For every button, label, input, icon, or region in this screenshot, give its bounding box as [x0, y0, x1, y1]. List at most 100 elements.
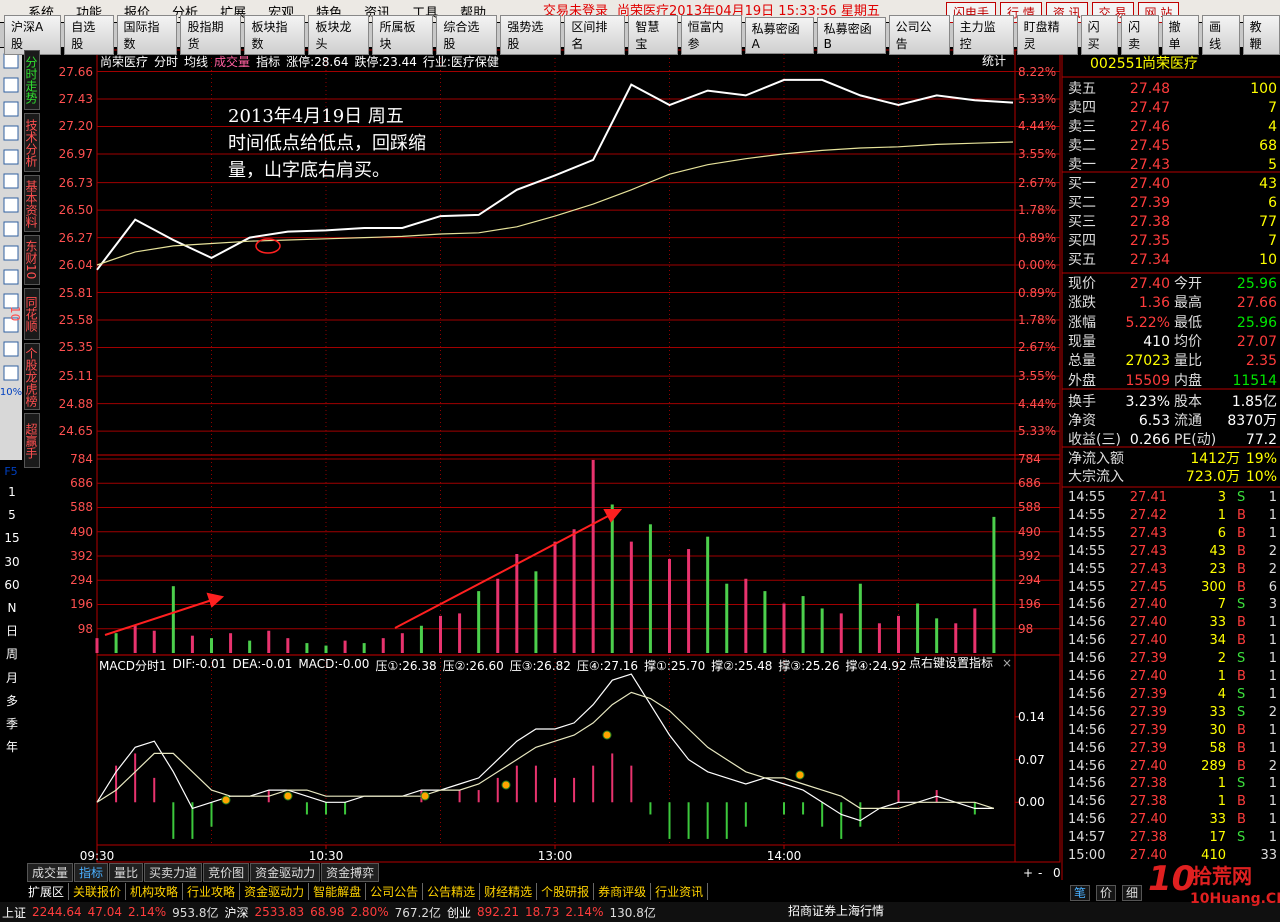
indicator-tab[interactable]: 资金搏弈 — [321, 863, 380, 882]
pct-tick-label: 8.22% — [1018, 64, 1057, 79]
side-icon[interactable]: F5 — [4, 465, 18, 478]
info-tab[interactable]: 行业资讯 — [651, 882, 709, 900]
toolbar-button[interactable]: 国际指数 — [116, 15, 178, 55]
info-tab[interactable]: 公司公告 — [366, 882, 424, 900]
toolbar-button[interactable]: 私募密函B — [816, 16, 886, 54]
toolbar-button[interactable]: 综合选股 — [436, 15, 498, 55]
book-price: 27.46 — [1129, 119, 1170, 135]
period-button[interactable]: 月 — [5, 670, 19, 685]
detail-tab[interactable]: 细 — [1122, 885, 1143, 901]
toolbar-button[interactable]: 区间排名 — [564, 15, 626, 55]
stat-button[interactable]: 统计 — [981, 54, 1006, 68]
macd-bar — [515, 765, 518, 803]
toolbar-button[interactable]: 恒富内参 — [680, 15, 742, 55]
pct-tick-label: 4.44% — [1018, 396, 1057, 411]
toolbar-button[interactable]: 撤单 — [1161, 15, 1200, 55]
macd-bar — [573, 777, 576, 803]
toolbar-button[interactable]: 闪买 — [1080, 15, 1119, 55]
period-button[interactable]: 多 — [5, 693, 19, 708]
trade-price: 27.38 — [1129, 794, 1167, 810]
close-button[interactable]: × — [1002, 656, 1013, 670]
info-tab[interactable]: 资金驱动力 — [240, 882, 310, 900]
toolbar-button[interactable]: 所属板块 — [372, 15, 434, 55]
trade-price: 27.38 — [1129, 776, 1167, 792]
volume-tick-label: 588 — [1018, 500, 1041, 515]
side-tab[interactable]: 超赢手 — [24, 413, 40, 468]
toolbar-button[interactable]: 盯盘精灵 — [1016, 15, 1078, 55]
toolbar-button[interactable]: 板块龙头 — [308, 15, 370, 55]
info-tab[interactable]: 机构攻略 — [126, 882, 184, 900]
macd-value: 撑①:25.70 — [644, 659, 706, 673]
toolbar-button[interactable]: 股指期货 — [180, 15, 242, 55]
watermark: 10 — [1148, 859, 1196, 899]
side-icon[interactable]: 10% — [0, 387, 23, 398]
trade-time: 14:56 — [1068, 794, 1106, 810]
volume-bar — [572, 529, 576, 653]
period-button[interactable]: 5 — [8, 508, 16, 523]
toolbar-button[interactable]: 强势选股 — [500, 15, 562, 55]
trade-volume: 410 — [1201, 848, 1226, 863]
indicator-tab[interactable]: 成交量 — [27, 863, 74, 882]
indicator-tab[interactable]: 量比 — [109, 863, 144, 882]
macd-bar — [554, 777, 556, 803]
info-tab[interactable]: 个股研报 — [537, 882, 595, 900]
side-tab[interactable]: 分时走势 — [24, 50, 40, 110]
period-button[interactable]: 日 — [5, 624, 19, 639]
period-button[interactable]: 年 — [5, 740, 19, 755]
info-tab[interactable]: 扩展区 — [24, 882, 70, 900]
pct-tick-label: 0.89% — [1018, 285, 1057, 300]
toolbar-button[interactable]: 自选股 — [64, 15, 114, 55]
period-button[interactable]: 60 — [4, 577, 20, 592]
side-tab[interactable]: 东财10 — [24, 235, 40, 285]
watermark: 拾荒网 — [1192, 864, 1252, 888]
indicator-tab[interactable]: 竞价图 — [203, 863, 250, 882]
toolbar-button[interactable]: 私募密函A — [744, 16, 814, 54]
period-button[interactable]: 季 — [5, 717, 19, 731]
pager-button[interactable]: - — [1038, 866, 1043, 880]
price-tick-label: 26.73 — [58, 175, 93, 190]
toolbar-button[interactable]: 智慧宝 — [628, 15, 678, 55]
toolbar-button[interactable]: 公司公告 — [888, 15, 950, 55]
toolbar-button[interactable]: 教鞭 — [1242, 15, 1280, 55]
trade-price: 27.43 — [1129, 543, 1167, 559]
info-tab[interactable]: 公告精选 — [423, 882, 481, 900]
side-tab[interactable]: 基本资料 — [24, 175, 40, 232]
period-button[interactable]: N — [7, 601, 17, 615]
pager-button[interactable]: 0 — [1053, 866, 1061, 880]
period-button[interactable]: 30 — [4, 554, 20, 569]
indicator-tab[interactable]: 买卖力道 — [144, 863, 203, 882]
macd-bar — [744, 802, 747, 827]
market-index: 2.80% — [350, 905, 389, 919]
period-button[interactable]: 15 — [4, 531, 20, 546]
period-button[interactable]: 1 — [8, 485, 16, 499]
indicator-tab[interactable]: 指标 — [74, 863, 109, 882]
toolbar-button[interactable]: 画线 — [1202, 15, 1240, 55]
toolbar-button[interactable]: 板块指数 — [244, 15, 306, 55]
toolbar-button[interactable]: 闪卖 — [1121, 15, 1159, 55]
detail-tab[interactable]: 笔 — [1070, 885, 1091, 901]
side-tab[interactable]: 同花顺10 — [8, 288, 40, 340]
info-tab[interactable]: 关联报价 — [69, 882, 127, 900]
side-tab[interactable]: 个股龙虎榜 — [24, 343, 40, 410]
side-tab[interactable]: 技术分析 — [24, 113, 40, 172]
volume-bar — [114, 633, 118, 653]
toolbar-button[interactable]: 主力监控 — [952, 15, 1014, 55]
period-button[interactable]: 周 — [5, 647, 19, 662]
indicator-tab[interactable]: 资金驱动力 — [250, 863, 321, 882]
book-label: 买二 — [1068, 195, 1096, 211]
stat-label: 现价 — [1068, 276, 1096, 292]
stat-value: 77.2 — [1245, 432, 1277, 449]
info-tab[interactable]: 券商评级 — [594, 882, 652, 900]
info-tab[interactable]: 财经精选 — [480, 882, 538, 900]
trade-time: 14:56 — [1068, 740, 1106, 756]
detail-tab[interactable]: 价 — [1096, 885, 1117, 901]
toolbar: 沪深A股 自选股 国际指数 股指期货 板块指数 板块龙头 所属板块 综合选股 强势选股 区间排名智… — [0, 15, 1280, 55]
info-tab[interactable]: 行业攻略 — [183, 882, 241, 900]
macd-bar — [592, 765, 595, 803]
market-index: 68.98 — [310, 905, 345, 919]
market-index: 47.04 — [87, 905, 122, 919]
info-tab[interactable]: 智能解盘 — [309, 882, 367, 900]
toolbar-button[interactable]: 沪深A股 — [4, 15, 62, 55]
pager-button[interactable]: + — [1023, 866, 1034, 880]
trade-volume: 289 — [1201, 758, 1226, 774]
